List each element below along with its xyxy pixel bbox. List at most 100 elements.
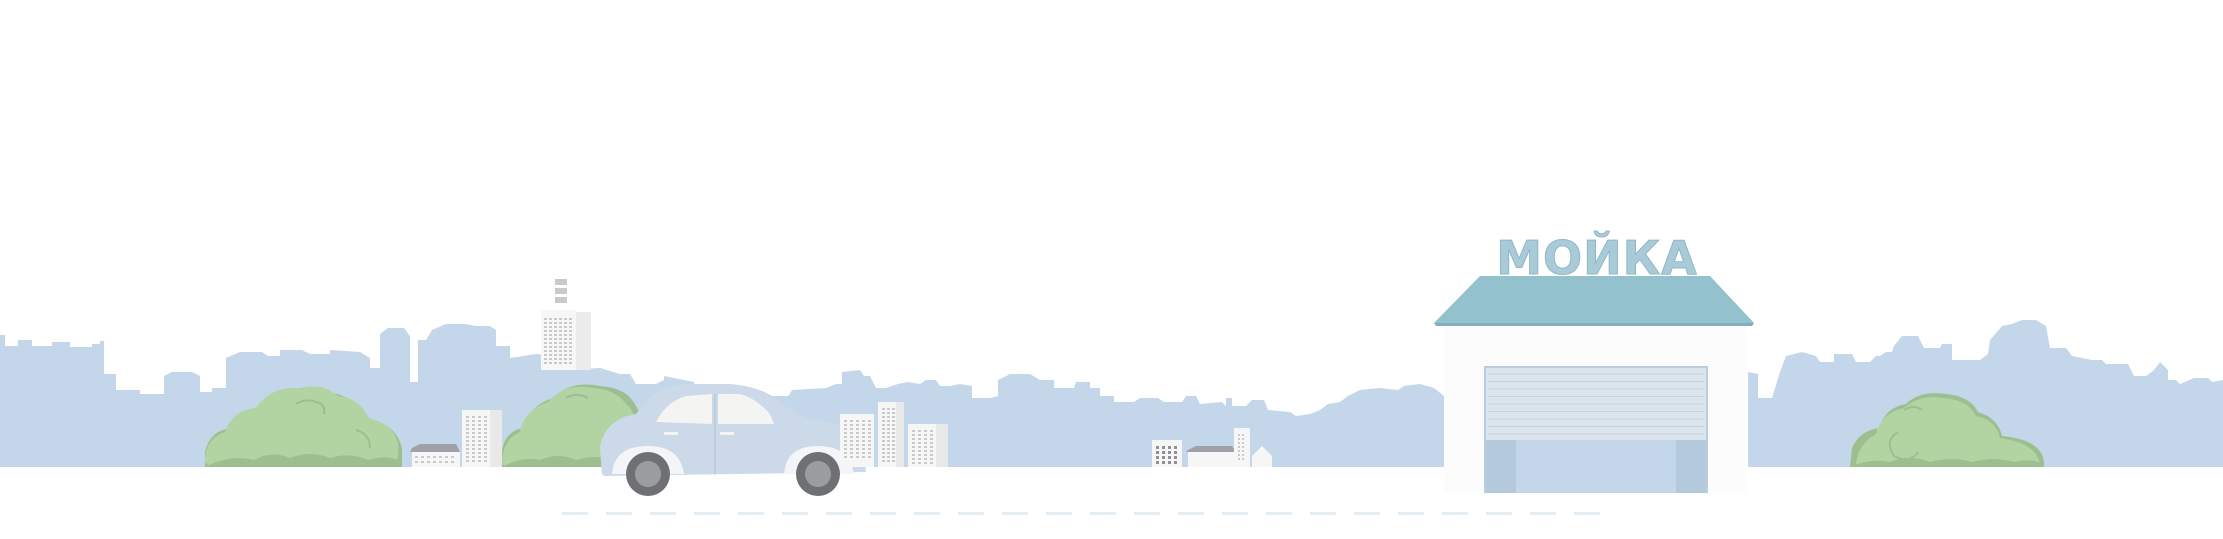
window [478,444,481,446]
window [478,460,481,462]
window [484,432,487,434]
building-cluster-right [1152,428,1272,467]
window [472,416,475,418]
road-dash [606,512,632,515]
window [1168,446,1171,449]
window [856,456,859,458]
window [882,452,885,454]
window [882,444,885,446]
window [559,342,562,344]
window [421,461,424,463]
window [924,446,927,448]
building-cluster-mid [840,402,948,467]
window [484,452,487,454]
window [559,318,562,320]
window [892,452,895,454]
window [478,428,481,430]
window [887,420,890,422]
window [850,436,853,438]
window [554,362,557,364]
window [856,452,859,454]
window [887,432,890,434]
window [882,420,885,422]
window [564,350,567,352]
car-wash-building-icon: МОЙКА [1434,231,1754,493]
window [930,438,933,440]
window [549,354,552,356]
window [850,452,853,454]
window [1242,434,1244,436]
window [856,444,859,446]
window [844,452,847,454]
window [930,430,933,432]
road-dash [1354,512,1380,515]
road-dash [826,512,852,515]
window [484,456,487,458]
window [569,322,572,324]
window [892,444,895,446]
window [924,442,927,444]
window [569,358,572,360]
window [559,334,562,336]
window [554,334,557,336]
window [544,326,547,328]
window [544,334,547,336]
road-dash [1134,512,1160,515]
window [484,460,487,462]
window [882,424,885,426]
window [882,428,885,430]
window [868,440,871,442]
window [882,408,885,410]
window [554,330,557,332]
tower-antenna-block [555,288,567,294]
window [544,338,547,340]
window [882,440,885,442]
window [862,448,865,450]
window [882,460,885,462]
window [569,338,572,340]
window [887,448,890,450]
window [856,448,859,450]
window [1168,456,1171,459]
window [887,416,890,418]
window [559,326,562,328]
window [868,432,871,434]
road-markings [562,512,1600,515]
window [484,424,487,426]
window [1174,461,1177,464]
window [912,458,915,460]
window [451,461,454,463]
window [912,446,915,448]
window [554,342,557,344]
window [564,322,567,324]
window [466,432,469,434]
window [868,456,871,458]
window [484,448,487,450]
window [484,436,487,438]
window [892,416,895,418]
window [1156,451,1159,454]
window [484,440,487,442]
window [912,454,915,456]
road-dash [1398,512,1424,515]
window [918,450,921,452]
window [549,346,552,348]
window [478,440,481,442]
window [1242,450,1244,452]
window [445,456,448,458]
window [484,416,487,418]
window [466,416,469,418]
window [844,436,847,438]
window [466,436,469,438]
car-icon [600,384,866,496]
window [472,432,475,434]
window [478,432,481,434]
window [1162,456,1165,459]
window [559,338,562,340]
window [544,342,547,344]
window [892,448,895,450]
window [472,428,475,430]
window [472,424,475,426]
window [844,440,847,442]
window [564,346,567,348]
